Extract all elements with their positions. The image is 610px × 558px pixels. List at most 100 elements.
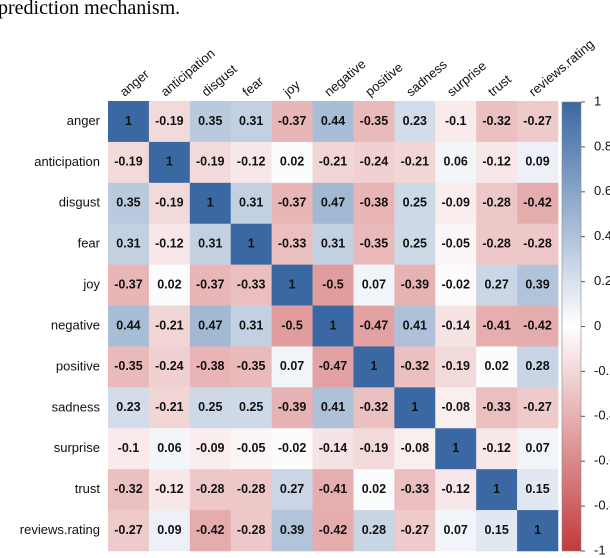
heatmap-cell — [271, 182, 313, 225]
heatmap-cell — [394, 305, 436, 347]
column-label: reviews.rating — [526, 36, 597, 99]
colorbar-tick-label: 0 — [594, 318, 601, 333]
cell-label: -0.38 — [196, 359, 225, 373]
heatmap-cell — [435, 101, 477, 143]
heatmap-cell — [435, 469, 477, 511]
cell-label: -0.19 — [360, 441, 389, 455]
cell-label: -0.37 — [278, 196, 307, 210]
cell-label: -0.1 — [118, 441, 140, 455]
cell-label: -0.12 — [482, 155, 511, 169]
heatmap-cell — [189, 428, 232, 470]
heatmap-cell — [312, 305, 354, 347]
cell-label: 0.06 — [444, 155, 468, 169]
heatmap-cell — [312, 346, 354, 388]
column-label: surprise — [444, 58, 489, 99]
colorbar-tick-label: 0.2 — [594, 273, 610, 288]
heatmap-cell — [148, 141, 191, 184]
cell-label: 1 — [289, 277, 296, 291]
column-label: joy — [280, 77, 304, 100]
heatmap-cell — [271, 223, 313, 265]
cell-label: -0.32 — [482, 114, 511, 128]
cell-label: -0.28 — [482, 196, 511, 210]
heatmap-cell — [230, 428, 272, 470]
heatmap-cell — [394, 223, 436, 265]
colorbar-tick-label: -0.2 — [594, 363, 610, 378]
cell-label: 0.41 — [403, 318, 427, 332]
heatmap-cell — [312, 428, 354, 470]
cell-label: 0.28 — [362, 523, 386, 537]
heatmap-cell — [108, 182, 150, 225]
cell-label: 0.31 — [116, 236, 140, 250]
heatmap-cell — [189, 305, 232, 347]
cell-label: -0.42 — [523, 318, 552, 332]
cell-label: 1 — [166, 155, 173, 169]
cell-label: 0.02 — [280, 155, 304, 169]
heatmap-cell — [271, 264, 313, 306]
cell-label: -0.14 — [441, 318, 470, 332]
cell-label: 0.23 — [403, 114, 427, 128]
heatmap-cell — [189, 101, 232, 143]
cell-label: -0.21 — [155, 400, 184, 414]
heatmap-cell — [312, 510, 354, 552]
row-label: anticipation — [34, 154, 100, 169]
page-text: prediction mechanism. — [0, 0, 180, 19]
cell-label: 0.35 — [116, 196, 140, 210]
cell-label: -0.42 — [319, 523, 348, 537]
heatmap-cell — [148, 510, 191, 552]
heatmap-cell — [271, 141, 313, 184]
heatmap-cell — [108, 510, 150, 552]
column-label: negative — [321, 56, 368, 99]
cell-label: -0.14 — [319, 441, 348, 455]
cell-label: -0.28 — [237, 482, 266, 496]
heatmap-cell — [189, 346, 232, 388]
heatmap-cell — [230, 305, 272, 347]
column-label: anger — [117, 66, 153, 99]
cell-label: 0.39 — [280, 523, 304, 537]
heatmap-cell — [148, 305, 191, 347]
heatmap-cell — [230, 346, 272, 388]
heatmap-cell — [476, 510, 518, 552]
cell-label: 0.07 — [280, 359, 304, 373]
heatmap-cell — [353, 387, 395, 429]
heatmap-cell — [271, 101, 313, 143]
cell-label: -0.19 — [155, 196, 184, 210]
colorbar-tick-label: 0.6 — [594, 183, 610, 198]
heatmap-cell — [476, 101, 518, 143]
cell-label: 0.31 — [198, 236, 222, 250]
heatmap-cell — [148, 101, 191, 143]
column-label: fear — [239, 73, 266, 99]
cell-label: 0.25 — [239, 400, 263, 414]
heatmap-cell — [517, 469, 559, 511]
heatmap-cell — [517, 346, 559, 388]
cell-label: -0.24 — [360, 155, 389, 169]
colorbar-tick-label: 1 — [594, 93, 601, 108]
cell-label: 0.02 — [157, 277, 181, 291]
heatmap-cell — [312, 387, 354, 429]
cell-label: -0.21 — [319, 155, 348, 169]
cell-label: -0.19 — [155, 114, 184, 128]
column-label: sadness — [403, 56, 450, 99]
cell-label: -0.47 — [319, 359, 348, 373]
cell-label: -0.41 — [482, 318, 511, 332]
heatmap-cell — [189, 264, 232, 306]
heatmap-cell — [148, 428, 191, 470]
cell-label: -0.28 — [237, 523, 266, 537]
heatmap-cell — [476, 387, 518, 429]
heatmap-cell — [476, 182, 518, 225]
heatmap-cell — [189, 223, 232, 265]
cell-label: -0.27 — [401, 523, 430, 537]
cell-label: 0.02 — [484, 359, 508, 373]
row-label: joy — [82, 277, 100, 292]
heatmap-cell — [230, 223, 272, 265]
cell-label: -0.28 — [482, 236, 511, 250]
cell-label: 1 — [248, 236, 255, 250]
cell-label: 0.25 — [403, 196, 427, 210]
cell-label: -0.42 — [523, 196, 552, 210]
cell-label: 0.44 — [116, 318, 140, 332]
heatmap-cell — [148, 387, 191, 429]
cell-label: -0.5 — [281, 318, 303, 332]
cell-label: -0.09 — [196, 441, 225, 455]
heatmap-cell — [108, 387, 150, 429]
heatmap-cell — [394, 469, 436, 511]
